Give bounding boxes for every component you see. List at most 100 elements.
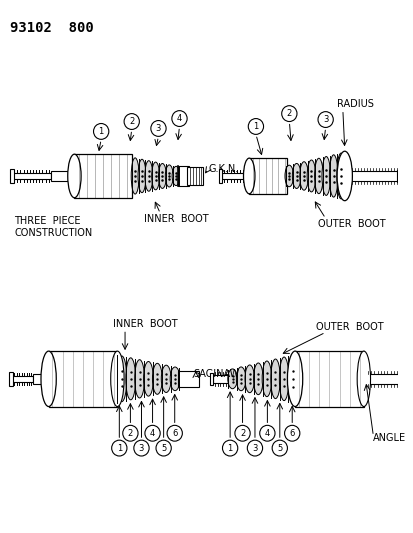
Text: 1: 1	[116, 443, 122, 453]
Text: SAGINAW: SAGINAW	[193, 369, 240, 379]
Ellipse shape	[152, 364, 162, 394]
Circle shape	[123, 425, 138, 441]
Ellipse shape	[270, 359, 280, 399]
Ellipse shape	[134, 360, 144, 398]
Polygon shape	[365, 374, 398, 384]
Polygon shape	[48, 351, 117, 407]
Text: G.K.N.: G.K.N.	[208, 164, 238, 174]
Circle shape	[284, 425, 299, 441]
Ellipse shape	[287, 355, 297, 402]
Polygon shape	[10, 169, 14, 183]
Ellipse shape	[279, 357, 288, 401]
Text: 2: 2	[129, 117, 134, 126]
Ellipse shape	[138, 159, 145, 192]
Ellipse shape	[261, 361, 271, 397]
Text: 1: 1	[227, 443, 232, 453]
Ellipse shape	[243, 158, 254, 194]
Polygon shape	[212, 375, 230, 383]
Ellipse shape	[161, 365, 171, 392]
Ellipse shape	[145, 160, 152, 191]
Circle shape	[271, 440, 287, 456]
Ellipse shape	[143, 361, 153, 396]
Text: 5: 5	[161, 443, 166, 453]
Circle shape	[112, 440, 127, 456]
Polygon shape	[12, 173, 50, 179]
Circle shape	[281, 106, 296, 122]
Ellipse shape	[284, 165, 293, 187]
Polygon shape	[12, 376, 33, 382]
Polygon shape	[74, 154, 131, 198]
Text: 4: 4	[150, 429, 155, 438]
Ellipse shape	[336, 151, 351, 201]
Circle shape	[247, 440, 262, 456]
Text: ANGLE: ANGLE	[373, 433, 406, 443]
Ellipse shape	[292, 164, 300, 189]
Text: 2: 2	[240, 429, 244, 438]
Circle shape	[145, 425, 160, 441]
Ellipse shape	[236, 367, 245, 391]
Text: 1: 1	[98, 127, 104, 136]
Text: 93102  800: 93102 800	[10, 21, 94, 35]
Text: 3: 3	[138, 443, 144, 453]
Text: 2: 2	[286, 109, 291, 118]
Text: RADIUS: RADIUS	[336, 99, 373, 109]
Ellipse shape	[329, 155, 337, 197]
Circle shape	[234, 425, 249, 441]
Circle shape	[93, 124, 109, 139]
Polygon shape	[396, 170, 400, 182]
Circle shape	[150, 120, 166, 136]
Polygon shape	[209, 373, 212, 385]
Ellipse shape	[172, 166, 180, 185]
Ellipse shape	[131, 158, 139, 194]
Text: THREE  PIECE
CONSTRUCTION: THREE PIECE CONSTRUCTION	[14, 215, 92, 238]
Text: INNER  BOOT: INNER BOOT	[144, 214, 208, 223]
Text: 4: 4	[176, 114, 182, 123]
Circle shape	[124, 114, 139, 130]
Text: 6: 6	[172, 429, 177, 438]
Circle shape	[171, 111, 187, 126]
Ellipse shape	[68, 154, 81, 198]
Polygon shape	[177, 371, 198, 387]
Ellipse shape	[117, 356, 126, 402]
Circle shape	[156, 440, 171, 456]
Circle shape	[248, 118, 263, 134]
Polygon shape	[50, 171, 74, 181]
Ellipse shape	[244, 365, 254, 393]
Text: 6: 6	[289, 429, 294, 438]
Polygon shape	[249, 158, 287, 194]
Polygon shape	[218, 169, 222, 183]
Polygon shape	[350, 171, 398, 181]
Polygon shape	[187, 167, 203, 185]
Ellipse shape	[253, 363, 262, 394]
Polygon shape	[33, 374, 50, 384]
Ellipse shape	[306, 160, 315, 192]
Circle shape	[222, 440, 237, 456]
Text: 1: 1	[253, 122, 258, 131]
Ellipse shape	[321, 157, 330, 196]
Ellipse shape	[126, 358, 135, 400]
Ellipse shape	[287, 351, 302, 407]
Ellipse shape	[41, 351, 56, 407]
Circle shape	[259, 425, 274, 441]
Text: 5: 5	[276, 443, 282, 453]
Text: 3: 3	[322, 115, 328, 124]
Polygon shape	[177, 166, 189, 186]
Polygon shape	[294, 351, 363, 407]
Ellipse shape	[165, 165, 173, 187]
Ellipse shape	[151, 162, 159, 190]
Ellipse shape	[356, 351, 370, 407]
Text: 3: 3	[252, 443, 257, 453]
Ellipse shape	[227, 369, 237, 389]
Polygon shape	[222, 173, 251, 179]
Text: INNER  BOOT: INNER BOOT	[112, 319, 177, 329]
Polygon shape	[9, 372, 13, 386]
Ellipse shape	[314, 158, 322, 193]
Circle shape	[133, 440, 149, 456]
Circle shape	[167, 425, 182, 441]
Text: OUTER  BOOT: OUTER BOOT	[316, 322, 383, 332]
Text: 3: 3	[155, 124, 161, 133]
Text: 2: 2	[128, 429, 133, 438]
Ellipse shape	[110, 351, 124, 407]
Text: OUTER  BOOT: OUTER BOOT	[317, 219, 385, 229]
Ellipse shape	[170, 367, 180, 391]
